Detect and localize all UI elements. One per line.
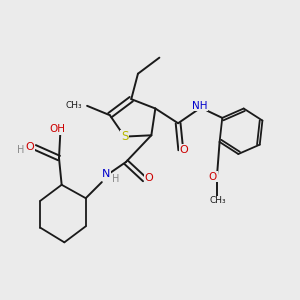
Text: OH: OH bbox=[49, 124, 65, 134]
Text: O: O bbox=[26, 142, 34, 152]
Text: H: H bbox=[17, 145, 25, 155]
Text: O: O bbox=[144, 173, 153, 183]
Text: H: H bbox=[112, 174, 119, 184]
Text: CH₃: CH₃ bbox=[210, 196, 226, 206]
Text: O: O bbox=[180, 145, 188, 155]
Text: S: S bbox=[121, 130, 128, 143]
Text: NH: NH bbox=[192, 101, 207, 111]
Text: CH₃: CH₃ bbox=[66, 101, 82, 110]
Text: O: O bbox=[209, 172, 217, 182]
Text: N: N bbox=[102, 169, 110, 179]
